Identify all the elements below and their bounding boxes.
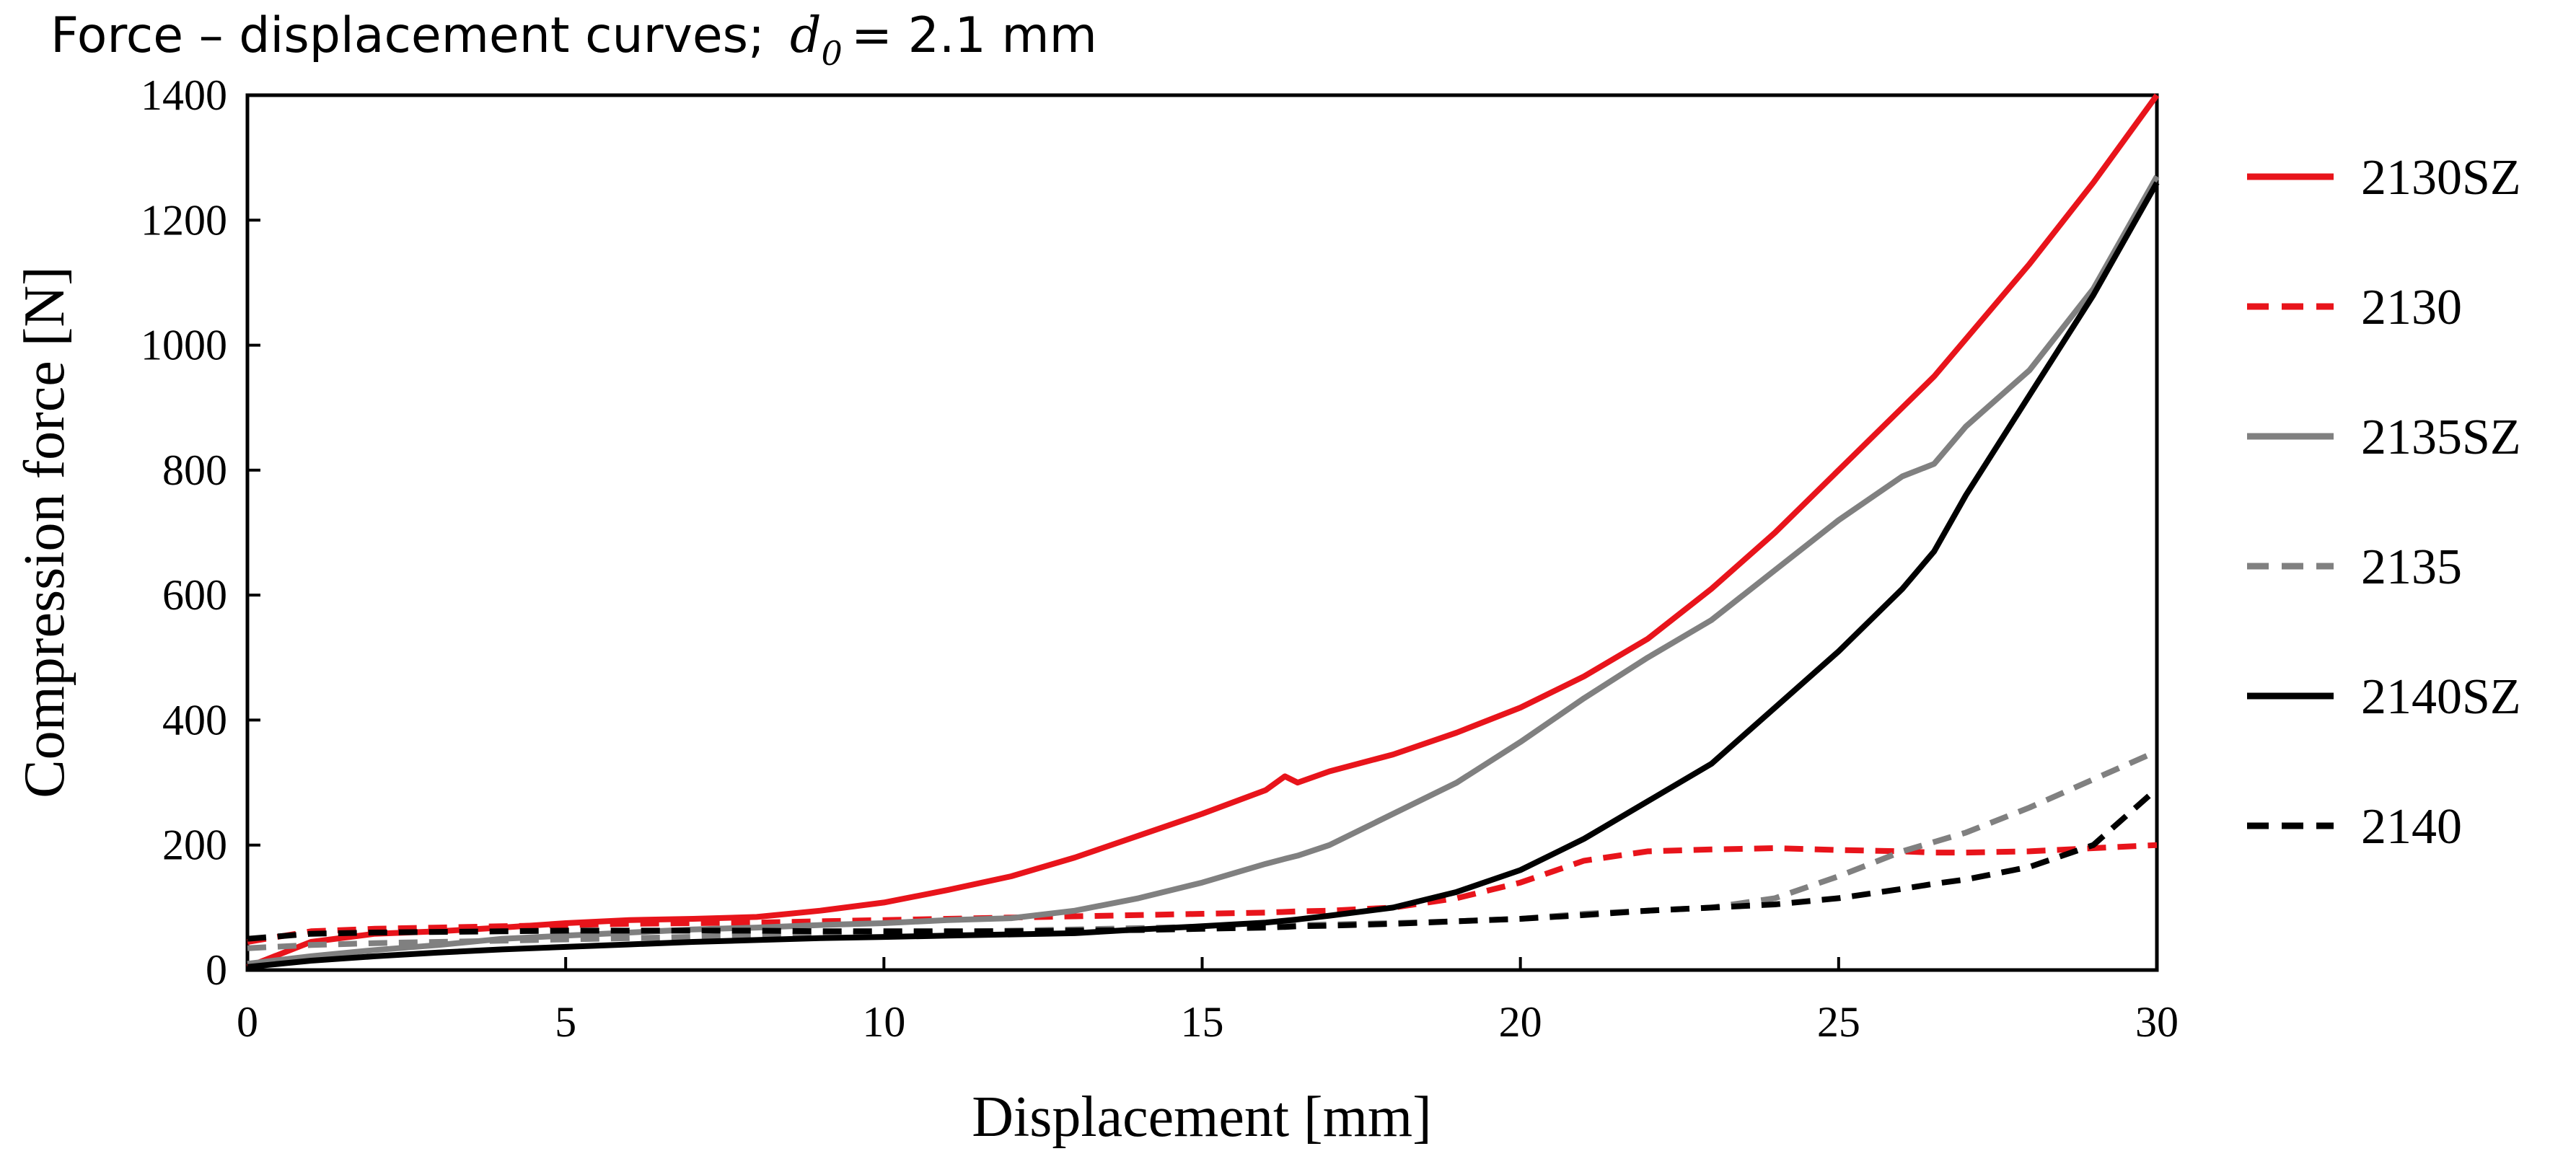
x-axis-ticks: 0 5 10 15 20 25 30 — [237, 957, 2179, 1046]
chart-title-symbol-d: d — [790, 7, 822, 64]
series-line-2135sz — [247, 175, 2160, 967]
series-line-2130 — [247, 842, 2158, 945]
legend-label-2140sz: 2140SZ — [2361, 669, 2521, 725]
chart-title-symbol: d0 — [790, 7, 843, 73]
x-tick-label: 10 — [862, 998, 905, 1046]
y-tick-label: 800 — [162, 446, 227, 494]
series-line-2130sz — [246, 93, 2160, 970]
chart-title-equation: = 2.1 mm — [851, 7, 1097, 64]
series-line-2140sz — [247, 181, 2160, 970]
y-tick-label: 200 — [162, 821, 227, 869]
series-layer — [246, 93, 2160, 970]
y-tick-label: 600 — [162, 571, 227, 619]
y-tick-label: 0 — [206, 946, 227, 994]
x-tick-label: 30 — [2135, 998, 2179, 1046]
y-axis-label: Compression force [N] — [13, 266, 76, 798]
legend-label-2130: 2130 — [2361, 280, 2462, 335]
chart-title: Force – displacement curves; d0 = 2.1 mm — [50, 7, 1097, 73]
x-tick-label: 5 — [555, 998, 576, 1046]
x-tick-label: 25 — [1817, 998, 1860, 1046]
x-axis-label: Displacement [mm] — [972, 1085, 1432, 1149]
chart-title-subscript: 0 — [822, 34, 843, 73]
chart-title-text: Force – displacement curves; — [50, 7, 765, 64]
y-tick-label: 1000 — [141, 322, 227, 369]
series-line-2135 — [247, 749, 2158, 951]
x-tick-label: 15 — [1181, 998, 1224, 1046]
x-tick-label: 0 — [237, 998, 258, 1046]
y-tick-label: 400 — [162, 696, 227, 744]
y-axis-ticks: 0 200 400 600 800 1000 1200 1400 — [141, 71, 260, 994]
legend: 2130SZ 2130 2135SZ 2135 2140SZ 2140 — [2247, 150, 2521, 855]
legend-label-2130sz: 2130SZ — [2361, 150, 2521, 206]
x-tick-label: 20 — [1499, 998, 1542, 1046]
y-tick-label: 1400 — [141, 71, 227, 119]
legend-label-2135sz: 2135SZ — [2361, 410, 2521, 465]
series-line-2140 — [247, 786, 2159, 942]
plot-frame — [245, 93, 2159, 972]
y-tick-label: 1200 — [141, 196, 227, 244]
legend-label-2140: 2140 — [2361, 799, 2462, 855]
legend-label-2135: 2135 — [2361, 539, 2462, 595]
